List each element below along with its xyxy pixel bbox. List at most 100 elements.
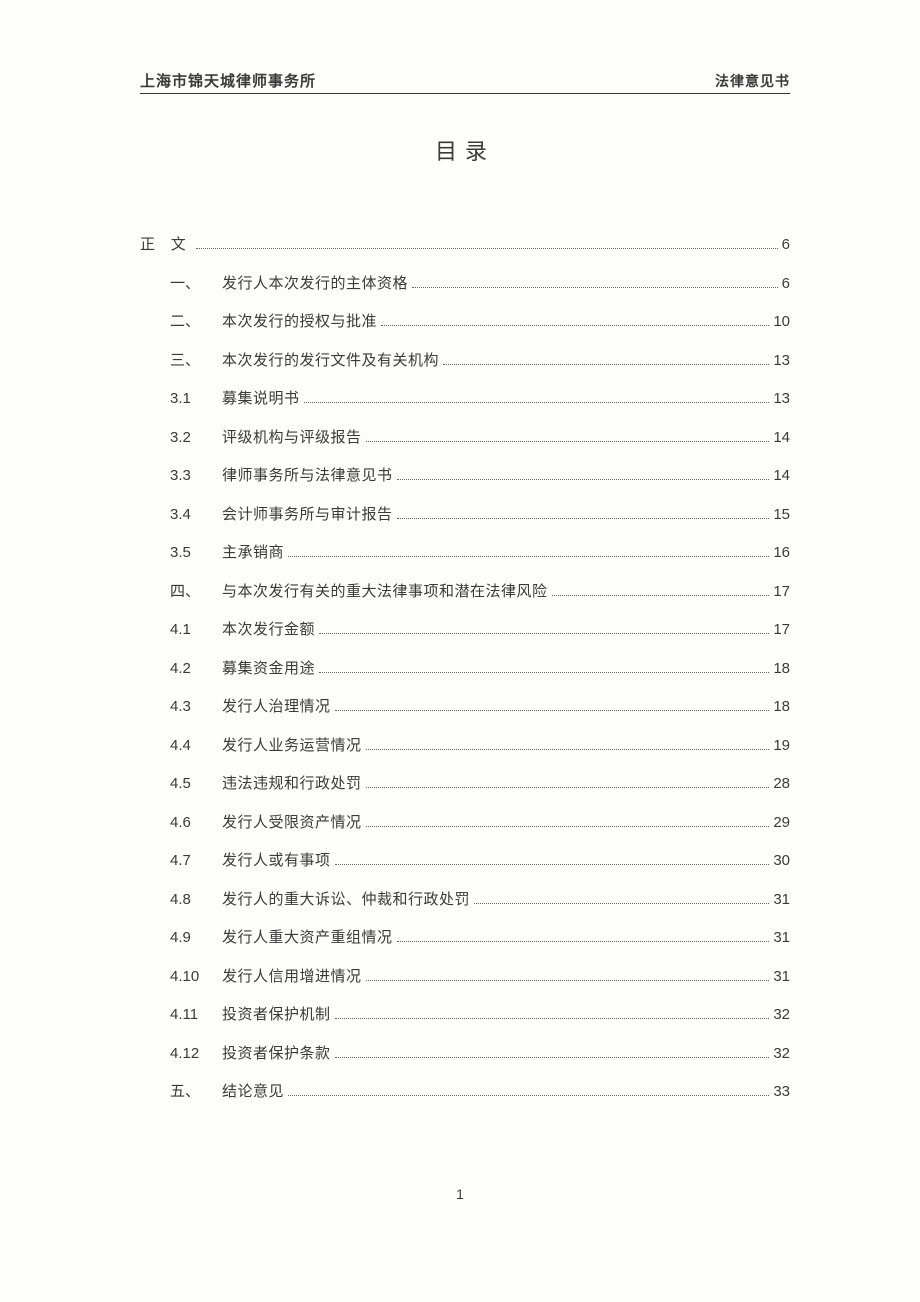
- toc-entry-page: 28: [773, 765, 790, 803]
- toc-entry-page: 30: [773, 842, 790, 880]
- toc-entry: 4.12投资者保护条款 32: [170, 1035, 790, 1074]
- toc-entry-label: 发行人本次发行的主体资格: [222, 266, 408, 304]
- toc-entry: 3.4会计师事务所与审计报告 15: [170, 496, 790, 535]
- toc-entry-page: 29: [773, 804, 790, 842]
- toc-entry-label: 评级机构与评级报告: [222, 420, 362, 458]
- toc-entry-page: 18: [773, 650, 790, 688]
- toc-entry-number: 3.4: [170, 496, 222, 534]
- toc-entry-number: 4.8: [170, 881, 222, 919]
- toc-entry-label: 发行人重大资产重组情况: [222, 920, 393, 958]
- toc-title: 目录: [140, 134, 790, 166]
- toc-entry: 4.11投资者保护机制32: [170, 996, 790, 1035]
- toc-entry-page: 14: [773, 457, 790, 495]
- toc-entry-label: 违法违规和行政处罚: [222, 766, 362, 804]
- toc-entry-page: 33: [773, 1073, 790, 1111]
- toc-entry: 3.2评级机构与评级报告 14: [170, 419, 790, 458]
- toc-entry-number: 3.2: [170, 419, 222, 457]
- toc-leader-dots: [474, 903, 769, 904]
- toc-main-entry: 正 文 6: [140, 226, 790, 265]
- toc-leader-dots: [366, 980, 770, 981]
- toc-leader-dots: [443, 364, 769, 365]
- toc-entry: 4.3发行人治理情况 18: [170, 688, 790, 727]
- toc-entry-page: 31: [773, 919, 790, 957]
- toc-entry-number: 3.1: [170, 380, 222, 418]
- toc-entry-label: 发行人信用增进情况: [222, 959, 362, 997]
- toc-entry-number: 4.9: [170, 919, 222, 957]
- toc-leader-dots: [335, 710, 770, 711]
- toc-entry: 3.5主承销商 16: [170, 534, 790, 573]
- toc-entry-label: 正 文: [140, 227, 192, 265]
- toc-entry-page: 32: [773, 1035, 790, 1073]
- toc-entry: 4.8发行人的重大诉讼、仲裁和行政处罚31: [170, 881, 790, 920]
- toc-entry: 4.6发行人受限资产情况29: [170, 804, 790, 843]
- toc-leader-dots: [366, 749, 770, 750]
- toc-entry-page: 6: [782, 265, 790, 303]
- toc-entry-label: 发行人受限资产情况: [222, 805, 362, 843]
- toc-entry: 4.4发行人业务运营情况19: [170, 727, 790, 766]
- toc-entry-label: 募集说明书: [222, 381, 300, 419]
- toc-entry: 4.5违法违规和行政处罚28: [170, 765, 790, 804]
- toc-entry-page: 16: [773, 534, 790, 572]
- page-header: 上海市锦天城律师事务所 法律意见书: [140, 70, 790, 94]
- page-footer: 1: [0, 1186, 920, 1202]
- toc-entry-label: 会计师事务所与审计报告: [222, 497, 393, 535]
- toc-entry: 二、本次发行的授权与批准 10: [170, 303, 790, 342]
- toc-entry-label: 本次发行的发行文件及有关机构: [222, 343, 439, 381]
- toc-entry: 一、发行人本次发行的主体资格 6: [170, 265, 790, 304]
- toc-leader-dots: [412, 287, 778, 288]
- toc-entry-page: 13: [773, 342, 790, 380]
- toc-entry-number: 二、: [170, 304, 222, 342]
- toc-entry-number: 五、: [170, 1074, 222, 1112]
- toc-entry-number: 4.1: [170, 611, 222, 649]
- toc-leader-dots: [381, 325, 769, 326]
- toc-entry-number: 4.3: [170, 688, 222, 726]
- toc-entry-number: 3.3: [170, 457, 222, 495]
- toc-entry-page: 10: [773, 303, 790, 341]
- toc-entry-label: 发行人或有事项: [222, 843, 331, 881]
- toc-entry-page: 19: [773, 727, 790, 765]
- toc-leader-dots: [335, 864, 770, 865]
- toc-entry-page: 13: [773, 380, 790, 418]
- toc-entry-page: 17: [773, 573, 790, 611]
- toc-leader-dots: [397, 941, 770, 942]
- toc-entry-page: 18: [773, 688, 790, 726]
- toc-leader-dots: [366, 441, 770, 442]
- toc-leader-dots: [397, 518, 770, 519]
- toc-entry-number: 4.2: [170, 650, 222, 688]
- toc-entry-page: 17: [773, 611, 790, 649]
- toc-entry: 五、结论意见33: [170, 1073, 790, 1112]
- toc-entry: 四、与本次发行有关的重大法律事项和潜在法律风险17: [170, 573, 790, 612]
- toc-entry: 4.7发行人或有事项30: [170, 842, 790, 881]
- toc-leader-dots: [304, 402, 770, 403]
- table-of-contents: 正 文 6 一、发行人本次发行的主体资格6二、本次发行的授权与批准10三、本次发…: [140, 226, 790, 1112]
- page-number: 1: [456, 1186, 464, 1202]
- toc-entry: 4.10发行人信用增进情况 31: [170, 958, 790, 997]
- toc-entry-label: 与本次发行有关的重大法律事项和潜在法律风险: [222, 574, 548, 612]
- toc-entry-number: 4.4: [170, 727, 222, 765]
- toc-entry-number: 4.11: [170, 996, 222, 1034]
- toc-entry-label: 发行人治理情况: [222, 689, 331, 727]
- toc-entry-page: 14: [773, 419, 790, 457]
- toc-entry-label: 投资者保护条款: [222, 1036, 331, 1074]
- toc-entry-number: 三、: [170, 343, 222, 381]
- header-firm-name: 上海市锦天城律师事务所: [140, 70, 316, 91]
- toc-entry-label: 发行人的重大诉讼、仲裁和行政处罚: [222, 882, 470, 920]
- toc-leader-dots: [288, 556, 769, 557]
- toc-entry-number: 4.12: [170, 1035, 222, 1073]
- header-doc-type: 法律意见书: [715, 71, 790, 91]
- toc-entry-page: 31: [773, 958, 790, 996]
- toc-entry: 3.3律师事务所与法律意见书14: [170, 457, 790, 496]
- toc-entry-number: 4.10: [170, 958, 222, 996]
- toc-leader-dots: [335, 1057, 770, 1058]
- toc-entry: 4.1本次发行金额 17: [170, 611, 790, 650]
- toc-entry-label: 本次发行的授权与批准: [222, 304, 377, 342]
- toc-entry-number: 3.5: [170, 534, 222, 572]
- toc-leader-dots: [552, 595, 770, 596]
- toc-entry-page: 15: [773, 496, 790, 534]
- toc-entry-label: 本次发行金额: [222, 612, 315, 650]
- toc-leader-dots: [366, 787, 770, 788]
- toc-entry: 三、本次发行的发行文件及有关机构 13: [170, 342, 790, 381]
- toc-entry-label: 主承销商: [222, 535, 284, 573]
- toc-leader-dots: [288, 1095, 769, 1096]
- toc-entry-number: 一、: [170, 266, 222, 304]
